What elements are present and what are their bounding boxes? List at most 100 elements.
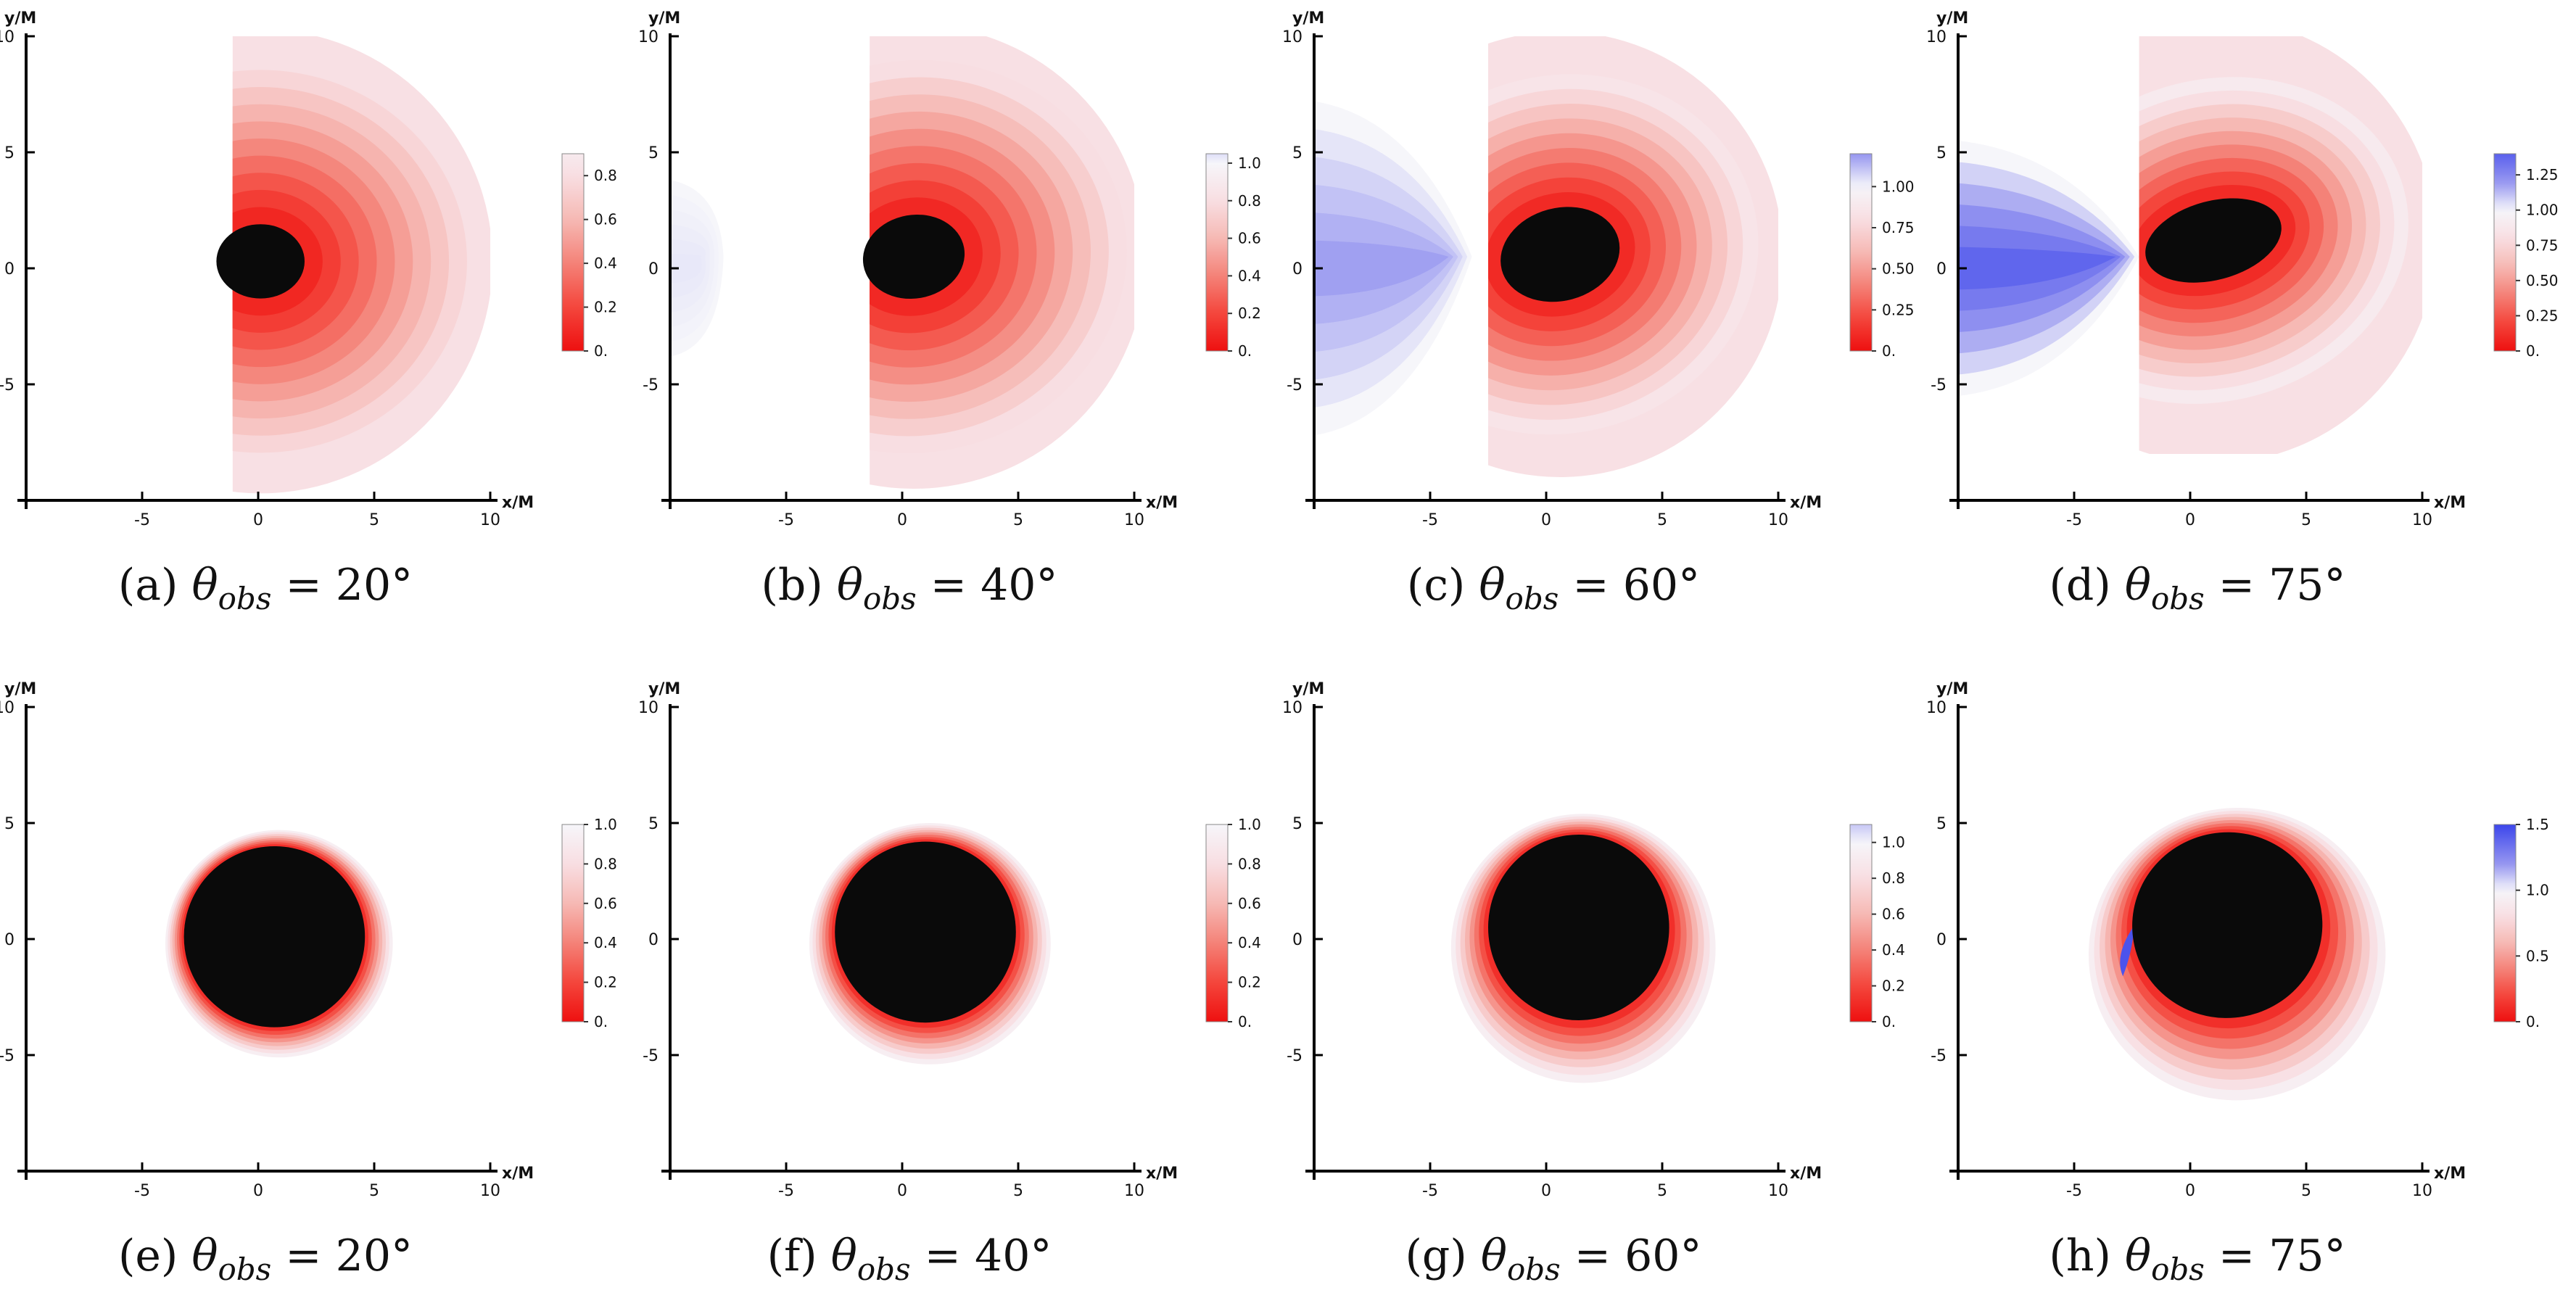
black-hole-shadow bbox=[2145, 198, 2282, 283]
x-tick-label: 0 bbox=[897, 1182, 907, 1200]
y-tick-label: -5 bbox=[643, 376, 659, 394]
y-tick-label: 10 bbox=[638, 28, 659, 46]
blue-lobe bbox=[670, 253, 702, 284]
panel-g: -5 0 5 10 10 5 0 -5 x/M y/M 0. 0.2 0.4 0.6 0.8 1.0 bbox=[1282, 680, 1905, 1200]
caption-e: (e) θobs = 20° bbox=[117, 1231, 413, 1287]
colorbar bbox=[1849, 153, 1873, 352]
y-tick-label: 5 bbox=[4, 144, 15, 162]
x-axis-label: x/M bbox=[2434, 494, 2466, 512]
black-hole-shadow bbox=[1500, 207, 1620, 302]
y-axis-label: y/M bbox=[1936, 680, 1968, 698]
y-axis-label: y/M bbox=[1936, 9, 1968, 28]
caption-f: (f) θobs = 40° bbox=[767, 1231, 1052, 1287]
y-tick-label: 0 bbox=[1292, 931, 1303, 949]
colorbar-tick-label: 0.4 bbox=[594, 934, 617, 951]
x-axis-label: x/M bbox=[1790, 494, 1822, 512]
colorbar-tick-label: 0.6 bbox=[1238, 230, 1261, 247]
y-tick-label: 5 bbox=[4, 815, 15, 833]
colorbar-tick-label: 0.25 bbox=[2526, 307, 2559, 324]
panel-e: -5 0 5 10 10 5 0 -5 x/M y/M 0. 0.2 0.4 0.6 0.8 1.0 bbox=[0, 680, 617, 1200]
x-tick-label: 0 bbox=[253, 511, 263, 529]
y-tick-label: 5 bbox=[1936, 815, 1947, 833]
colorbar-tick-label: 1.0 bbox=[1238, 816, 1261, 833]
colorbar bbox=[2493, 153, 2517, 352]
panel-a: -5 0 5 10 10 5 0 -5 x/M y/M 0. 0.2 0.4 0.6 0.8 bbox=[0, 9, 617, 529]
colorbar-tick-label: 0.75 bbox=[2526, 236, 2559, 254]
y-tick-label: 10 bbox=[0, 699, 15, 717]
colorbar-tick-label: 1.00 bbox=[2526, 202, 2559, 219]
colorbar-tick-label: 0.8 bbox=[594, 167, 617, 184]
x-tick-label: 5 bbox=[2301, 511, 2311, 529]
y-axis-label: y/M bbox=[4, 9, 36, 28]
colorbar-tick-label: 1.0 bbox=[1238, 154, 1261, 172]
x-tick-label: 0 bbox=[253, 1182, 263, 1200]
x-tick-label: 5 bbox=[1657, 1182, 1667, 1200]
colorbar bbox=[561, 153, 585, 352]
colorbar-tick-label: 1.00 bbox=[1882, 178, 1915, 195]
blue-lobe bbox=[2120, 925, 2135, 977]
caption-a: (a) θobs = 20° bbox=[117, 560, 413, 616]
x-tick-label: -5 bbox=[1422, 511, 1438, 529]
x-tick-label: 10 bbox=[2412, 1182, 2432, 1200]
x-tick-label: 5 bbox=[369, 1182, 379, 1200]
colorbar bbox=[1205, 824, 1229, 1022]
colorbar-tick-label: 0.25 bbox=[1882, 301, 1915, 318]
colorbar-tick-label: 0.2 bbox=[1238, 974, 1261, 991]
y-tick-label: 10 bbox=[638, 699, 659, 717]
x-tick-label: -5 bbox=[134, 1182, 150, 1200]
black-hole-shadow bbox=[1488, 835, 1669, 1020]
colorbar-tick-label: 0.2 bbox=[1238, 305, 1261, 322]
y-tick-label: 0 bbox=[648, 260, 659, 278]
colorbar-tick-label: 0.6 bbox=[1882, 906, 1905, 923]
colorbar-tick-label: 1.0 bbox=[1882, 834, 1905, 851]
y-tick-label: -5 bbox=[1931, 1047, 1947, 1065]
y-tick-label: 0 bbox=[1936, 260, 1947, 278]
colorbar-tick-label: 0. bbox=[1882, 1013, 1896, 1030]
colorbar-tick-label: 0. bbox=[1238, 1013, 1252, 1030]
x-tick-label: -5 bbox=[134, 511, 150, 529]
colorbar-tick-label: 0. bbox=[594, 1013, 608, 1030]
x-tick-label: 10 bbox=[2412, 511, 2432, 529]
caption-h: (h) θobs = 75° bbox=[2049, 1231, 2346, 1287]
colorbar-tick-label: 1.5 bbox=[2526, 816, 2549, 833]
colorbar-tick-label: 0.2 bbox=[1882, 977, 1905, 995]
x-axis-label: x/M bbox=[2434, 1165, 2466, 1183]
colorbar-tick-label: 0.50 bbox=[1882, 260, 1915, 278]
panel-c: -5 0 5 10 10 5 0 -5 x/M y/M 0. 0.25 0.50 0.75 1.00 bbox=[1282, 9, 1915, 529]
black-hole-shadow bbox=[183, 846, 366, 1028]
x-tick-label: 5 bbox=[1013, 1182, 1023, 1200]
x-tick-label: 10 bbox=[1124, 511, 1144, 529]
colorbar-tick-label: 0.2 bbox=[594, 974, 617, 991]
colorbar-tick-label: 0.8 bbox=[1882, 869, 1905, 887]
y-tick-label: 10 bbox=[1926, 699, 1947, 717]
colorbar-tick-label: 0.5 bbox=[2526, 947, 2549, 964]
y-tick-label: -5 bbox=[643, 1047, 659, 1065]
y-tick-label: 10 bbox=[1926, 28, 1947, 46]
colorbar bbox=[1205, 153, 1229, 352]
black-hole-shadow bbox=[216, 224, 305, 299]
y-tick-label: 5 bbox=[648, 144, 659, 162]
x-tick-label: -5 bbox=[2066, 511, 2082, 529]
y-tick-label: -5 bbox=[0, 1047, 15, 1065]
y-tick-label: 0 bbox=[4, 931, 15, 949]
colorbar-tick-label: 0. bbox=[594, 342, 608, 360]
panel-b: -5 0 5 10 10 5 0 -5 x/M y/M 0. 0.2 0.4 0.6 0.8 1.0 bbox=[638, 9, 1261, 529]
y-tick-label: 10 bbox=[1282, 28, 1303, 46]
x-tick-label: -5 bbox=[2066, 1182, 2082, 1200]
caption-d: (d) θobs = 75° bbox=[2049, 560, 2346, 616]
colorbar-tick-label: 0.8 bbox=[1238, 855, 1261, 872]
black-hole-shadow bbox=[835, 841, 1016, 1023]
panel-d: -5 0 5 10 10 5 0 -5 x/M y/M 0. 0.25 0.50 0.75 1.00 1.25 bbox=[1926, 9, 2559, 529]
y-tick-label: 5 bbox=[648, 815, 659, 833]
x-tick-label: -5 bbox=[778, 1182, 794, 1200]
x-tick-label: 10 bbox=[1768, 511, 1788, 529]
y-tick-label: 5 bbox=[1936, 144, 1947, 162]
y-tick-label: -5 bbox=[1287, 376, 1303, 394]
y-tick-label: 10 bbox=[0, 28, 15, 46]
caption-c: (c) θobs = 60° bbox=[1406, 560, 1701, 616]
y-tick-label: -5 bbox=[1931, 376, 1947, 394]
colorbar-tick-label: 0.4 bbox=[1238, 934, 1261, 951]
y-axis-label: y/M bbox=[648, 680, 680, 698]
black-hole-shadow bbox=[2132, 832, 2323, 1018]
